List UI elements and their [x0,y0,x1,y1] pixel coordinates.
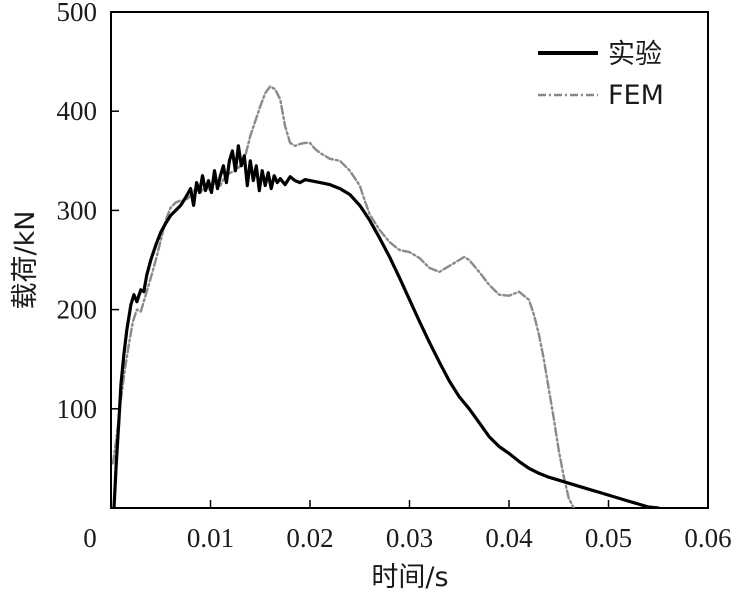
y-tick-label: 300 [57,195,98,225]
x-tick-label: 0.02 [286,523,333,553]
y-axis-title: 载荷/kN [10,211,41,310]
x-tick-label: 0.06 [684,523,731,553]
y-tick-label: 100 [57,394,98,424]
y-tick-label: 500 [57,0,98,27]
x-tick-label: 0.03 [386,523,433,553]
y-tick-label: 400 [57,96,98,126]
series-line-experiment [112,144,660,508]
legend: 实验 FEM [538,39,664,111]
legend-label-fem: FEM [608,80,664,111]
x-tick-label: 0 [83,523,97,553]
y-tick-label: 200 [57,295,98,325]
series-lines [111,85,660,508]
legend-label-experiment: 实验 [608,39,662,70]
x-axis-title: 时间/s [371,562,448,592]
ticks: 0 0.01 0.02 0.03 0.04 0.05 0.06 100 200 300 400 500 [57,0,732,553]
series-line-fem [111,85,576,508]
x-tick-label: 0.01 [187,523,234,553]
x-tick-label: 0.05 [585,523,632,553]
x-tick-label: 0.04 [485,523,533,553]
